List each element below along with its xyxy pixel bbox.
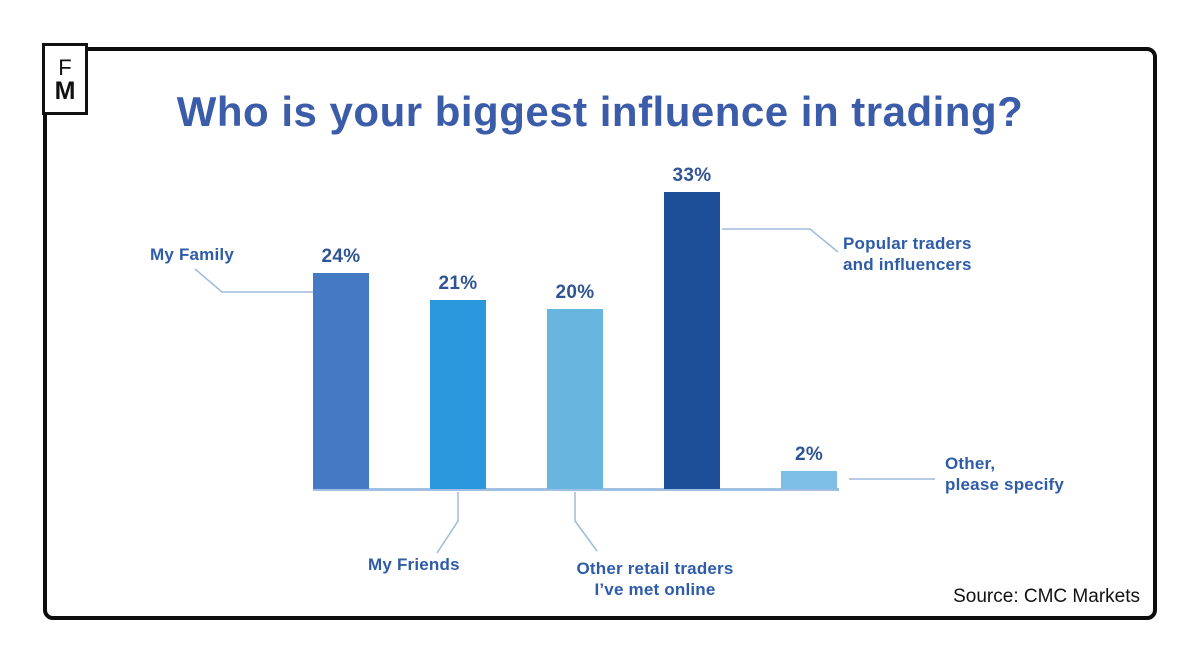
category-label-retail-line1: Other retail traders bbox=[576, 559, 734, 578]
bar-my-friends bbox=[430, 300, 486, 489]
category-label-other-specify: Other, please specify bbox=[945, 453, 1064, 495]
chart-title: Who is your biggest influence in trading… bbox=[176, 88, 1024, 135]
bar-retail-traders bbox=[547, 309, 603, 489]
bar-column-my-family: 24% bbox=[301, 246, 381, 489]
bar-my-family bbox=[313, 273, 369, 489]
value-label-my-friends: 21% bbox=[438, 273, 478, 294]
category-label-popular-line1: Popular traders bbox=[843, 234, 972, 253]
bar-column-other-specify: 2% bbox=[769, 444, 849, 489]
bar-other-specify bbox=[781, 471, 837, 489]
value-label-retail-traders: 20% bbox=[555, 282, 595, 303]
connector-my-friends bbox=[436, 492, 459, 554]
category-label-popular-traders: Popular traders and influencers bbox=[843, 233, 972, 275]
connector-my-family bbox=[194, 268, 313, 293]
connector-popular-traders bbox=[722, 228, 839, 253]
logo-letter-f: F bbox=[58, 54, 72, 80]
category-label-my-friends: My Friends bbox=[368, 555, 460, 574]
x-axis-baseline bbox=[313, 488, 839, 491]
source-note: Source: CMC Markets bbox=[953, 586, 1140, 607]
category-label-retail-line2: I’ve met online bbox=[594, 580, 716, 599]
category-label-other-line2: please specify bbox=[945, 475, 1065, 494]
bar-popular-traders bbox=[664, 192, 720, 489]
category-label-retail-traders: Other retail traders I’ve met online bbox=[555, 558, 755, 600]
category-label-my-family: My Family bbox=[150, 245, 234, 264]
value-label-other-specify: 2% bbox=[794, 444, 824, 465]
bar-column-my-friends: 21% bbox=[418, 273, 498, 489]
bar-column-popular-traders: 33% bbox=[652, 165, 732, 489]
category-label-other-line1: Other, bbox=[945, 454, 996, 473]
category-label-popular-line2: and influencers bbox=[843, 255, 972, 274]
bar-column-retail-traders: 20% bbox=[535, 282, 615, 489]
value-label-my-family: 24% bbox=[321, 246, 361, 267]
value-label-popular-traders: 33% bbox=[672, 165, 712, 186]
logo-letter-m: M bbox=[54, 76, 76, 105]
connector-retail-traders bbox=[574, 492, 598, 552]
fm-brand-logo: F M bbox=[42, 43, 88, 115]
